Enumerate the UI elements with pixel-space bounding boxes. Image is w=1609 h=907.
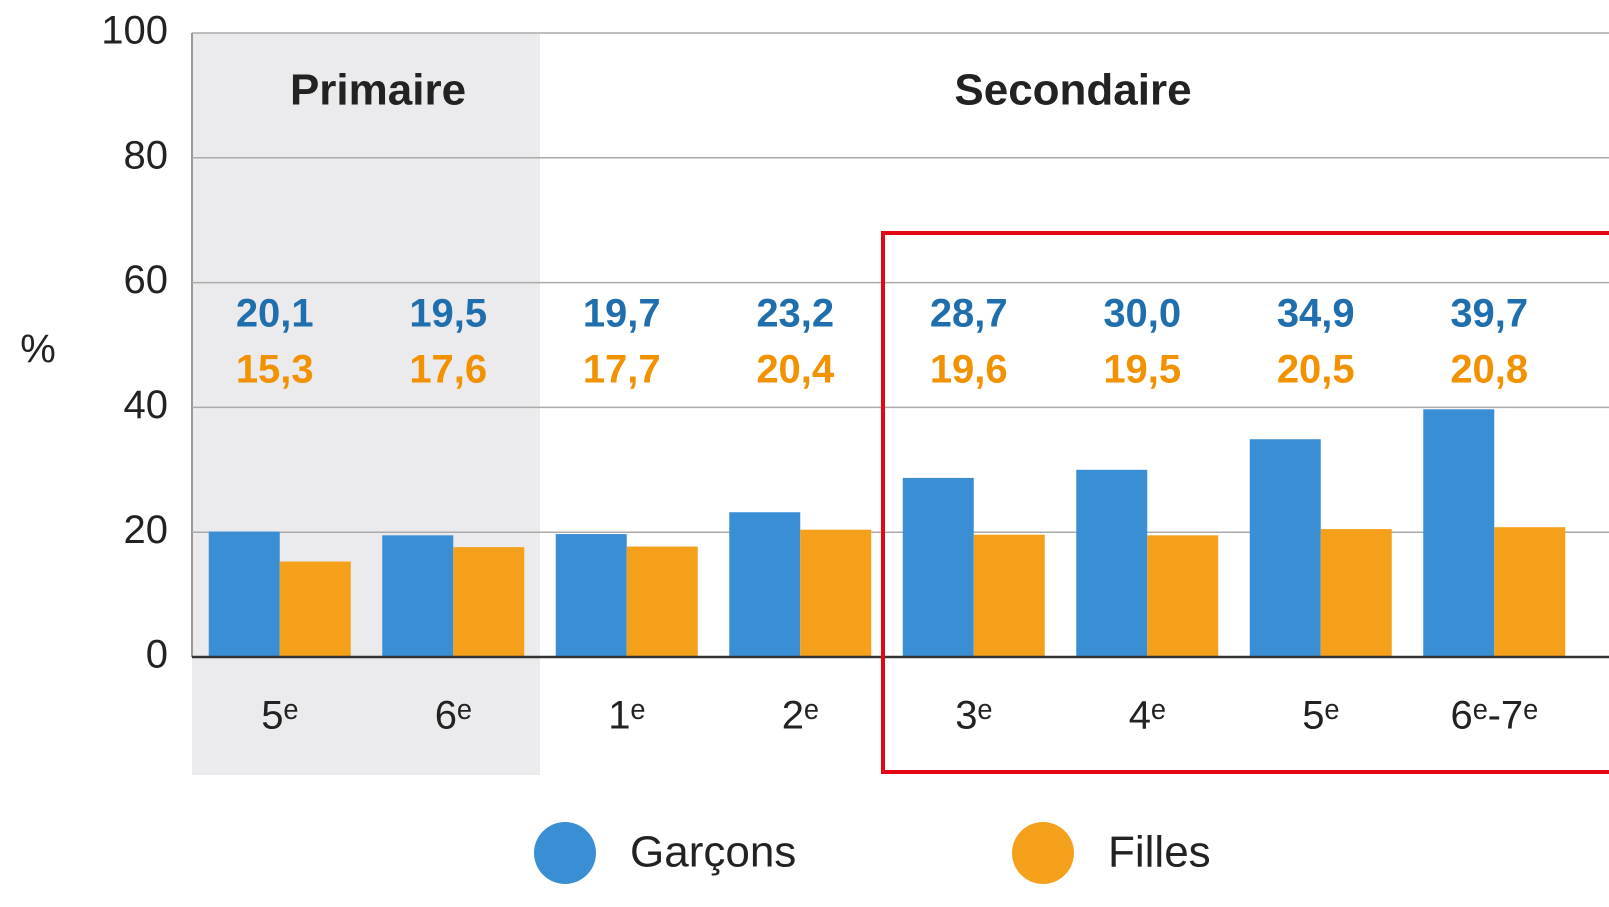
y-tick-label: 80 [124,133,169,177]
legend-label: Garçons [630,828,796,877]
bar [1147,535,1219,657]
x-tick-label: 6ᵉ-7ᵉ [1450,694,1538,738]
bar [626,546,698,657]
y-tick-label: 40 [124,383,169,427]
primary-band [192,33,540,775]
y-tick-label: 100 [101,9,168,53]
x-tick-label: 6ᵉ [435,694,472,738]
legend-swatch [534,822,596,884]
value-label: 28,7 [930,292,1008,336]
value-label: 30,0 [1103,292,1181,336]
bar [729,512,801,657]
bar [382,535,454,657]
x-tick-label: 1ᵉ [608,694,645,738]
value-label: 17,7 [583,348,661,392]
x-tick-label: 5ᵉ [1302,694,1339,738]
bar [208,531,280,657]
bar [1320,529,1392,657]
x-tick-label: 2ᵉ [782,694,819,738]
bar [1494,527,1566,657]
y-tick-label: 20 [124,508,169,552]
y-tick-label: 0 [146,633,168,677]
bar [800,529,872,657]
value-label: 20,4 [756,348,835,392]
value-label: 34,9 [1277,292,1355,336]
value-label: 15,3 [236,348,314,392]
value-label: 23,2 [756,292,834,336]
legend-label: Filles [1108,828,1211,877]
bar [1076,469,1148,657]
value-label: 20,1 [236,292,314,336]
y-tick-label: 60 [124,258,169,302]
section-label: Secondaire [954,66,1191,115]
value-label: 17,6 [409,348,487,392]
bar [453,547,525,657]
legend-swatch [1012,822,1074,884]
value-label: 19,7 [583,292,661,336]
value-label: 20,5 [1277,348,1355,392]
value-label: 19,6 [930,348,1008,392]
value-label: 39,7 [1450,292,1528,336]
x-tick-label: 3ᵉ [955,694,992,738]
bar [555,534,627,657]
value-label: 19,5 [409,292,487,336]
section-label: Primaire [290,66,466,115]
bar [279,561,351,657]
y-axis-label: % [20,328,56,372]
x-tick-label: 5ᵉ [261,694,298,738]
bar [902,477,974,657]
x-tick-label: 4ᵉ [1129,694,1166,738]
bar [1249,439,1321,657]
highlight-box [881,231,1609,774]
bar [1423,409,1495,657]
value-label: 20,8 [1450,348,1528,392]
bar [973,534,1045,657]
value-label: 19,5 [1103,348,1181,392]
